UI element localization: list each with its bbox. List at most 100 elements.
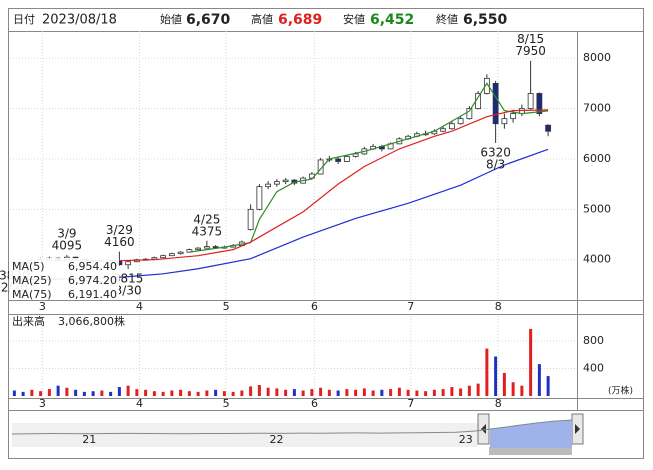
annotation-date: 8/3 (486, 157, 505, 171)
candle-body (160, 255, 167, 259)
high-label: 高値 (251, 12, 273, 26)
annotation-value: 3815 (113, 272, 144, 286)
nav-arrow-left (481, 424, 486, 434)
annotation-value: 4375 (192, 224, 223, 238)
volume-bar (214, 389, 218, 396)
x-tick-label: 5 (223, 300, 230, 313)
volume-bar (389, 389, 393, 396)
legend-label: MA(75) (12, 288, 52, 301)
volume-bar (459, 388, 463, 396)
volume-bar (336, 390, 340, 396)
candle-body (273, 181, 280, 185)
volume-bar (205, 390, 209, 396)
candle-body (448, 123, 455, 130)
candle-body (177, 251, 184, 255)
annotation-value: 4095 (52, 238, 83, 252)
candle-body (195, 247, 202, 251)
volume-bar (222, 391, 226, 396)
annotation-date: 3/9 (57, 226, 76, 240)
candle-body (247, 208, 254, 230)
volume-bar (231, 391, 235, 396)
x-tick-label: 5 (223, 397, 230, 410)
volume-bar (109, 391, 113, 396)
candle-body (212, 246, 219, 249)
volume-bar (39, 391, 43, 396)
candle-body (457, 118, 464, 125)
volume-bar (467, 385, 471, 396)
volume-bar (485, 348, 489, 396)
volume-bar (82, 391, 86, 396)
volume-bar (266, 387, 270, 396)
volume-bar (345, 389, 349, 396)
candle-body (527, 93, 534, 109)
volume-bar (91, 391, 95, 396)
volume-bar (240, 390, 244, 396)
x-tick-label: 4 (136, 397, 143, 410)
volume-bar (424, 391, 428, 396)
volume-bar (546, 376, 550, 396)
close-label: 終値 (436, 12, 458, 26)
volume-bar (275, 388, 279, 396)
nav-tick-label: 22 (270, 433, 284, 446)
open-value: 6,670 (186, 12, 231, 28)
volume-bar (187, 391, 191, 396)
volume-bar (529, 328, 533, 396)
y-tick-label: 400 (583, 362, 604, 375)
volume-bar (56, 385, 60, 396)
legend-value: 6,974.20 (68, 274, 117, 287)
candle-body (203, 246, 210, 249)
close-value: 6,550 (463, 12, 508, 28)
volume-bar (406, 389, 410, 396)
y-tick-label: 6000 (583, 152, 611, 165)
nav-arrow-right (575, 424, 580, 434)
volume-bar (397, 387, 401, 396)
nav-area (490, 419, 572, 448)
date-label: 日付 (13, 13, 35, 26)
volume-bar (144, 389, 148, 396)
high-value: 6,689 (278, 12, 322, 28)
nav-tick-label: 23 (459, 433, 473, 446)
candle-body (282, 179, 289, 183)
annotation-value: 4160 (104, 235, 135, 249)
volume-bar (21, 391, 25, 396)
x-tick-label: 3 (39, 300, 46, 313)
volume-bar (135, 389, 139, 396)
volume-bar (415, 390, 419, 396)
volume-bar (170, 390, 174, 396)
volume-bar (537, 364, 541, 396)
volume-title: 出来高 (12, 314, 45, 328)
volume-bar (494, 356, 498, 396)
volume-bar (257, 385, 261, 396)
volume-bar (511, 382, 515, 396)
y-tick-label: 7000 (583, 102, 611, 115)
volume-bar (179, 389, 183, 396)
volume-bar (301, 390, 305, 396)
candle-body (256, 186, 263, 210)
volume-bar (12, 390, 16, 396)
volume-bar (380, 389, 384, 396)
annotation-value: 6320 (480, 145, 511, 159)
legend-label: MA(25) (12, 274, 52, 287)
frame (8, 8, 644, 459)
nav-line (11, 419, 573, 435)
candle-body (440, 128, 447, 132)
x-tick-label: 3 (39, 397, 46, 410)
volume-bar (249, 386, 253, 396)
volume-bar (502, 372, 506, 396)
volume-bar (161, 391, 165, 396)
y-tick-label: 8000 (583, 51, 611, 64)
volume-bar (319, 387, 323, 396)
volume-bar (292, 389, 296, 396)
legend-value: 6,191.40 (68, 288, 117, 301)
nav-scrollbar[interactable] (489, 447, 572, 455)
volume-bar (441, 389, 445, 396)
annotation-date: 3/30 (115, 284, 142, 298)
volume-bar (117, 387, 121, 396)
candle-body (536, 93, 543, 115)
volume-bar (520, 385, 524, 396)
candle-body (343, 156, 350, 162)
low-label: 安値 (343, 12, 365, 26)
candle-body (466, 108, 473, 120)
y-tick-label: 800 (583, 334, 604, 347)
